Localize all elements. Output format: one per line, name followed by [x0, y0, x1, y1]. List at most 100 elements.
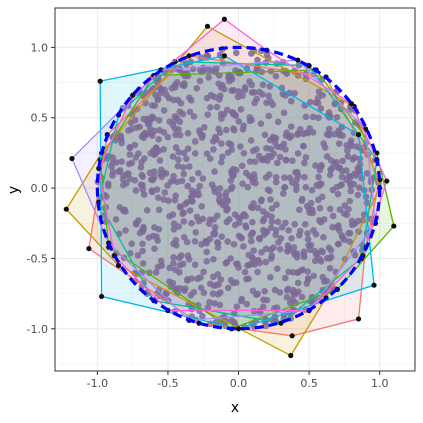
data-point	[135, 217, 142, 224]
data-point	[355, 184, 363, 191]
data-point	[138, 158, 145, 166]
data-point	[170, 260, 177, 267]
data-point	[131, 176, 139, 184]
data-point	[152, 91, 159, 99]
data-point	[273, 265, 281, 273]
data-point	[257, 120, 265, 128]
data-point	[139, 240, 146, 248]
polygon-vertex	[355, 316, 362, 322]
data-point	[155, 136, 163, 143]
data-point	[144, 115, 151, 123]
data-point	[191, 238, 199, 245]
data-point	[239, 92, 246, 100]
data-point	[177, 99, 185, 107]
polygon-vertex	[86, 245, 92, 252]
data-point	[296, 125, 304, 133]
data-point	[230, 126, 238, 134]
points-layer	[66, 19, 394, 356]
data-point	[145, 269, 153, 276]
y-tick-label: -0.5	[27, 252, 48, 265]
data-point	[183, 155, 190, 163]
data-point	[235, 219, 243, 227]
data-point	[166, 278, 173, 286]
data-point	[180, 149, 188, 157]
data-point	[154, 263, 162, 271]
data-point	[160, 107, 168, 114]
data-point	[188, 187, 196, 194]
data-point	[228, 317, 235, 324]
data-point	[262, 245, 270, 253]
data-point	[261, 287, 268, 295]
data-point	[274, 159, 281, 167]
data-point	[177, 285, 184, 292]
data-point	[288, 132, 295, 140]
data-point	[192, 229, 200, 236]
data-point	[323, 277, 331, 285]
data-point	[186, 108, 194, 116]
data-point	[164, 133, 172, 141]
y-tick-label: 0.0	[31, 182, 49, 195]
unit-circle	[95, 45, 382, 331]
data-point	[132, 187, 140, 194]
data-point	[184, 277, 191, 284]
data-point	[311, 247, 318, 255]
data-point	[285, 268, 292, 276]
data-point	[176, 203, 184, 210]
data-point	[184, 130, 192, 137]
data-point	[228, 108, 236, 116]
data-point	[244, 183, 252, 191]
data-point	[139, 186, 147, 193]
data-point	[335, 240, 343, 248]
data-point	[242, 212, 249, 220]
data-point	[263, 51, 271, 58]
data-point	[160, 196, 168, 203]
data-point	[172, 131, 179, 139]
data-point	[176, 131, 184, 139]
data-point	[300, 130, 307, 138]
data-point	[179, 81, 186, 89]
data-point	[166, 264, 173, 272]
data-point	[243, 300, 251, 308]
data-point	[148, 188, 156, 196]
data-point	[219, 201, 227, 209]
data-point	[298, 293, 306, 301]
data-point	[156, 126, 163, 134]
data-point	[335, 140, 343, 147]
data-point	[283, 70, 291, 77]
data-point	[268, 205, 276, 212]
data-point	[139, 173, 147, 180]
data-point	[203, 257, 211, 265]
data-point	[312, 162, 319, 169]
data-point	[317, 163, 325, 170]
data-point	[179, 70, 187, 77]
data-point	[120, 207, 127, 214]
data-point	[247, 137, 255, 144]
data-point	[347, 182, 354, 189]
data-point	[272, 173, 280, 181]
data-point	[263, 229, 270, 236]
data-point	[158, 86, 165, 94]
data-point	[151, 245, 158, 252]
data-point	[326, 205, 334, 213]
data-point	[252, 291, 260, 299]
data-point	[298, 195, 306, 203]
data-point	[261, 131, 269, 139]
data-point	[268, 252, 276, 260]
data-point	[246, 114, 254, 121]
data-point	[315, 88, 323, 95]
data-point	[259, 303, 267, 311]
data-point	[209, 273, 217, 281]
data-point	[266, 187, 273, 195]
data-point	[262, 258, 270, 266]
data-point	[224, 238, 232, 245]
data-point	[301, 159, 308, 167]
data-point	[184, 145, 192, 152]
data-point	[290, 244, 298, 251]
data-point	[184, 182, 192, 190]
data-point	[200, 268, 207, 276]
data-point	[180, 170, 188, 178]
data-point	[151, 151, 158, 159]
data-point	[275, 239, 282, 246]
data-point	[155, 116, 163, 124]
data-point	[170, 240, 177, 248]
